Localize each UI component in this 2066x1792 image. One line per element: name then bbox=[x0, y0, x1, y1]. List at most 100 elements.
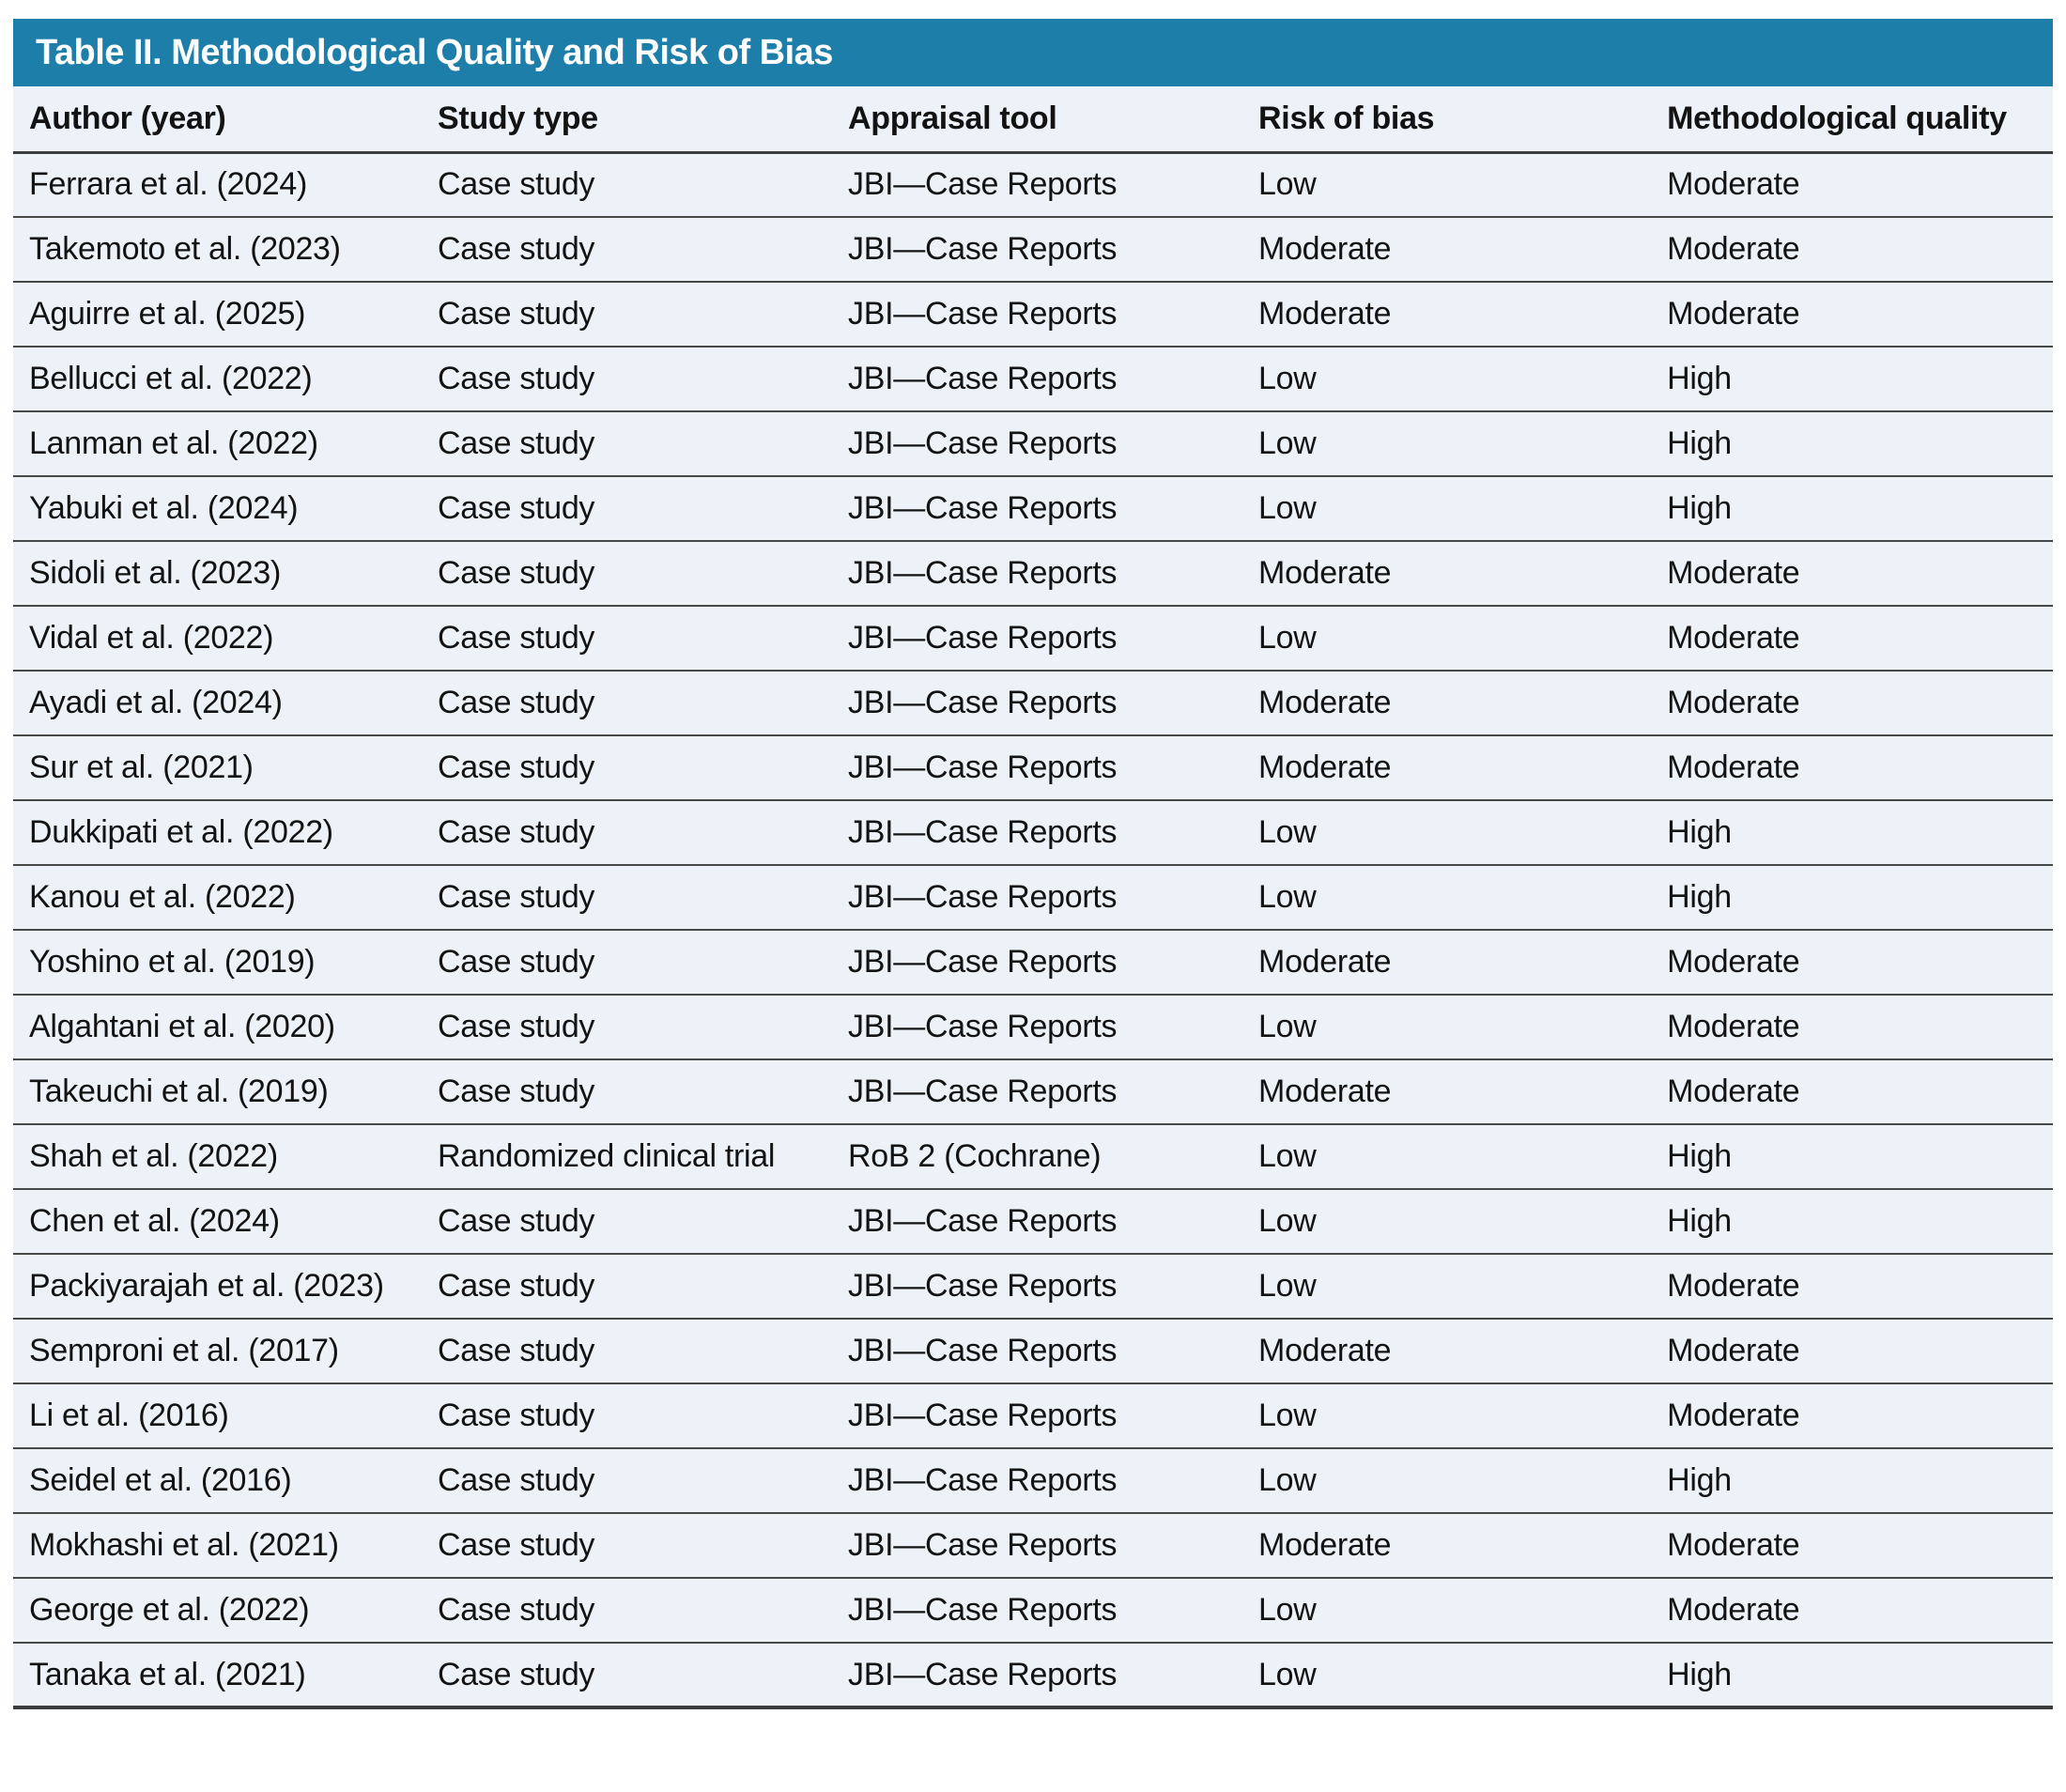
cell-study-type: Case study bbox=[422, 1513, 833, 1579]
table-row: Dukkipati et al. (2022) Case study JBI—C… bbox=[13, 800, 2053, 866]
cell-study-type: Case study bbox=[422, 1059, 833, 1125]
cell-author: Yabuki et al. (2024) bbox=[13, 476, 423, 542]
cell-risk-of-bias: Moderate bbox=[1242, 930, 1652, 996]
cell-author: Aguirre et al. (2025) bbox=[13, 282, 423, 348]
table-row: Tanaka et al. (2021) Case study JBI—Case… bbox=[13, 1643, 2053, 1709]
table-row: George et al. (2022) Case study JBI—Case… bbox=[13, 1578, 2053, 1644]
cell-methodological-quality: High bbox=[1651, 411, 2053, 477]
column-header-study-type: Study type bbox=[422, 86, 833, 154]
table-row: Ayadi et al. (2024) Case study JBI—Case … bbox=[13, 671, 2053, 736]
table-row: Shah et al. (2022) Randomized clinical t… bbox=[13, 1124, 2053, 1190]
cell-risk-of-bias: Low bbox=[1242, 800, 1652, 866]
cell-methodological-quality: Moderate bbox=[1651, 541, 2053, 607]
cell-study-type: Case study bbox=[422, 347, 833, 412]
cell-risk-of-bias: Moderate bbox=[1242, 671, 1652, 736]
cell-author: Sur et al. (2021) bbox=[13, 735, 423, 801]
cell-risk-of-bias: Low bbox=[1242, 1448, 1652, 1514]
cell-study-type: Case study bbox=[422, 735, 833, 801]
cell-appraisal-tool: JBI—Case Reports bbox=[832, 995, 1243, 1060]
cell-study-type: Case study bbox=[422, 476, 833, 542]
cell-methodological-quality: Moderate bbox=[1651, 1578, 2053, 1644]
cell-appraisal-tool: JBI—Case Reports bbox=[832, 217, 1243, 283]
table-title: Table II. Methodological Quality and Ris… bbox=[36, 32, 833, 72]
cell-appraisal-tool: JBI—Case Reports bbox=[832, 606, 1243, 672]
cell-study-type: Case study bbox=[422, 1189, 833, 1255]
table-row: Yabuki et al. (2024) Case study JBI—Case… bbox=[13, 476, 2053, 542]
cell-appraisal-tool: JBI—Case Reports bbox=[832, 1643, 1243, 1709]
cell-risk-of-bias: Low bbox=[1242, 1383, 1652, 1449]
table-row: Sidoli et al. (2023) Case study JBI—Case… bbox=[13, 541, 2053, 607]
cell-author: Seidel et al. (2016) bbox=[13, 1448, 423, 1514]
cell-appraisal-tool: JBI—Case Reports bbox=[832, 1448, 1243, 1514]
cell-methodological-quality: Moderate bbox=[1651, 1254, 2053, 1320]
table-row: Kanou et al. (2022) Case study JBI—Case … bbox=[13, 865, 2053, 931]
cell-appraisal-tool: JBI—Case Reports bbox=[832, 347, 1243, 412]
cell-risk-of-bias: Low bbox=[1242, 606, 1652, 672]
cell-risk-of-bias: Moderate bbox=[1242, 1513, 1652, 1579]
table-row: Sur et al. (2021) Case study JBI—Case Re… bbox=[13, 735, 2053, 801]
cell-study-type: Case study bbox=[422, 1319, 833, 1384]
cell-appraisal-tool: JBI—Case Reports bbox=[832, 930, 1243, 996]
cell-risk-of-bias: Low bbox=[1242, 1254, 1652, 1320]
cell-author: Mokhashi et al. (2021) bbox=[13, 1513, 423, 1579]
cell-risk-of-bias: Low bbox=[1242, 476, 1652, 542]
cell-author: Shah et al. (2022) bbox=[13, 1124, 423, 1190]
cell-author: Kanou et al. (2022) bbox=[13, 865, 423, 931]
table-row: Lanman et al. (2022) Case study JBI—Case… bbox=[13, 411, 2053, 477]
cell-risk-of-bias: Moderate bbox=[1242, 541, 1652, 607]
table-row: Algahtani et al. (2020) Case study JBI—C… bbox=[13, 995, 2053, 1060]
cell-methodological-quality: Moderate bbox=[1651, 1513, 2053, 1579]
cell-appraisal-tool: JBI—Case Reports bbox=[832, 865, 1243, 931]
table-row: Li et al. (2016) Case study JBI—Case Rep… bbox=[13, 1383, 2053, 1449]
cell-risk-of-bias: Low bbox=[1242, 152, 1652, 218]
cell-methodological-quality: High bbox=[1651, 865, 2053, 931]
cell-author: Ferrara et al. (2024) bbox=[13, 152, 423, 218]
cell-study-type: Case study bbox=[422, 1383, 833, 1449]
cell-study-type: Case study bbox=[422, 1578, 833, 1644]
cell-methodological-quality: Moderate bbox=[1651, 217, 2053, 283]
cell-risk-of-bias: Low bbox=[1242, 1189, 1652, 1255]
cell-study-type: Case study bbox=[422, 995, 833, 1060]
cell-methodological-quality: High bbox=[1651, 1124, 2053, 1190]
data-table: Author (year) Study type Appraisal tool … bbox=[13, 86, 2053, 1709]
cell-methodological-quality: Moderate bbox=[1651, 606, 2053, 672]
cell-study-type: Case study bbox=[422, 865, 833, 931]
cell-appraisal-tool: JBI—Case Reports bbox=[832, 282, 1243, 348]
table-header: Author (year) Study type Appraisal tool … bbox=[13, 86, 2053, 154]
cell-author: Tanaka et al. (2021) bbox=[13, 1643, 423, 1709]
cell-methodological-quality: Moderate bbox=[1651, 995, 2053, 1060]
cell-appraisal-tool: JBI—Case Reports bbox=[832, 1254, 1243, 1320]
cell-methodological-quality: Moderate bbox=[1651, 1383, 2053, 1449]
cell-author: Ayadi et al. (2024) bbox=[13, 671, 423, 736]
cell-methodological-quality: High bbox=[1651, 1189, 2053, 1255]
table-row: Bellucci et al. (2022) Case study JBI—Ca… bbox=[13, 347, 2053, 412]
cell-methodological-quality: Moderate bbox=[1651, 1319, 2053, 1384]
cell-appraisal-tool: JBI—Case Reports bbox=[832, 1513, 1243, 1579]
cell-methodological-quality: Moderate bbox=[1651, 1059, 2053, 1125]
table-row: Vidal et al. (2022) Case study JBI—Case … bbox=[13, 606, 2053, 672]
cell-methodological-quality: Moderate bbox=[1651, 152, 2053, 218]
cell-risk-of-bias: Low bbox=[1242, 1124, 1652, 1190]
cell-study-type: Case study bbox=[422, 1448, 833, 1514]
cell-methodological-quality: Moderate bbox=[1651, 930, 2053, 996]
cell-appraisal-tool: JBI—Case Reports bbox=[832, 671, 1243, 736]
header-row: Author (year) Study type Appraisal tool … bbox=[13, 86, 2053, 154]
cell-author: Li et al. (2016) bbox=[13, 1383, 423, 1449]
cell-author: Algahtani et al. (2020) bbox=[13, 995, 423, 1060]
cell-appraisal-tool: JBI—Case Reports bbox=[832, 476, 1243, 542]
cell-risk-of-bias: Moderate bbox=[1242, 1059, 1652, 1125]
column-header-risk-of-bias: Risk of bias bbox=[1242, 86, 1652, 154]
cell-author: Vidal et al. (2022) bbox=[13, 606, 423, 672]
cell-appraisal-tool: JBI—Case Reports bbox=[832, 1189, 1243, 1255]
table-row: Semproni et al. (2017) Case study JBI—Ca… bbox=[13, 1319, 2053, 1384]
cell-appraisal-tool: JBI—Case Reports bbox=[832, 735, 1243, 801]
quality-risk-table: Table II. Methodological Quality and Ris… bbox=[13, 19, 2053, 1709]
cell-methodological-quality: Moderate bbox=[1651, 671, 2053, 736]
cell-risk-of-bias: Moderate bbox=[1242, 735, 1652, 801]
cell-author: Lanman et al. (2022) bbox=[13, 411, 423, 477]
table-row: Chen et al. (2024) Case study JBI—Case R… bbox=[13, 1189, 2053, 1255]
table-body: Ferrara et al. (2024) Case study JBI—Cas… bbox=[13, 152, 2053, 1709]
cell-study-type: Case study bbox=[422, 282, 833, 348]
cell-study-type: Case study bbox=[422, 671, 833, 736]
column-header-methodological-quality: Methodological quality bbox=[1651, 86, 2053, 154]
